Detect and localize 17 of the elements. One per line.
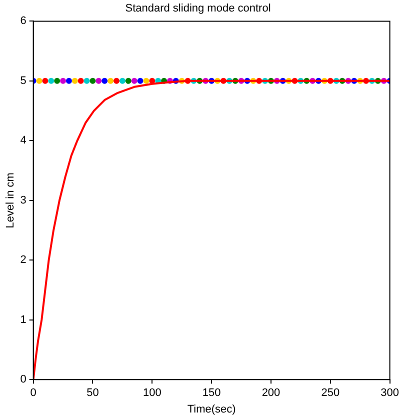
y-tick-label: 0 bbox=[20, 374, 26, 386]
y-tick-label: 4 bbox=[20, 134, 26, 147]
y-tick-label: 1 bbox=[20, 314, 26, 326]
chart-title: Standard sliding mode control bbox=[125, 2, 271, 15]
y-tick-label: 6 bbox=[20, 15, 26, 28]
y-tick-label: 3 bbox=[20, 194, 26, 206]
x-tick-label: 150 bbox=[202, 387, 221, 400]
y-axis-title: Level in cm bbox=[4, 172, 17, 228]
x-tick-label: 100 bbox=[142, 387, 162, 400]
x-axis-title: Time(sec) bbox=[187, 403, 236, 416]
y-tick-label: 5 bbox=[20, 74, 26, 87]
y-tick-label: 2 bbox=[20, 254, 26, 266]
x-tick-label: 300 bbox=[380, 387, 400, 400]
x-tick-label: 50 bbox=[86, 387, 99, 400]
x-tick-label: 200 bbox=[262, 387, 280, 400]
x-tick-label: 0 bbox=[30, 387, 36, 400]
x-tick-label: 250 bbox=[321, 387, 340, 400]
